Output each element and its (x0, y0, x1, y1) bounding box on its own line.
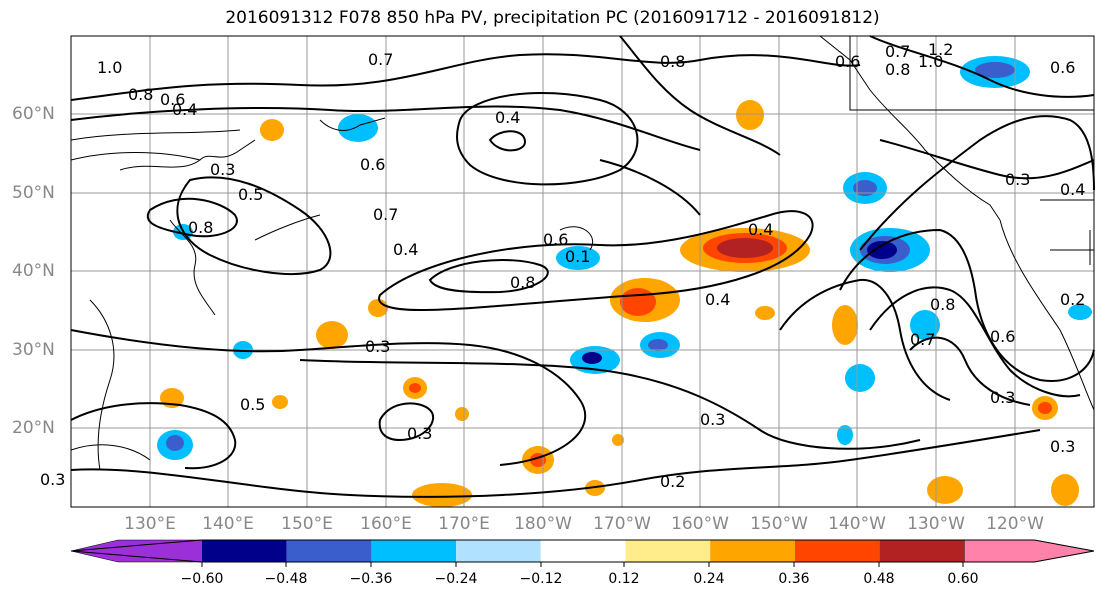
contour-label: 0.7 (373, 205, 399, 224)
contour-label: 0.2 (1060, 290, 1086, 309)
contour-label: 0.4 (705, 290, 731, 309)
pv-contours (70, 35, 1095, 498)
colorbar-segment (371, 540, 457, 562)
lon-label-130e: 130°E (124, 514, 176, 534)
contour-label: 0.7 (368, 50, 394, 69)
lon-label-180w: 180°W (514, 514, 572, 534)
contour-label: 0.4 (748, 220, 774, 239)
colorbar-tick-label: −0.60 (180, 571, 224, 587)
contour-label: 0.8 (885, 60, 911, 79)
lon-label-170w: 170°W (593, 514, 651, 534)
colorbar-segment (710, 540, 795, 562)
contour-label: 0.4 (495, 108, 521, 127)
contour-label: 0.3 (407, 424, 433, 443)
colorbar-segment (540, 540, 626, 562)
contour-label: 1.0 (97, 58, 123, 77)
contour-label: 0.3 (1005, 170, 1031, 189)
contour-label: 0.6 (835, 52, 861, 71)
lat-label-30: 30°N (12, 340, 55, 360)
map-title: 2016091312 F078 850 hPa PV, precipitatio… (225, 8, 880, 28)
contour-label: 0.6 (160, 90, 186, 109)
contour-label: 0.6 (543, 230, 569, 249)
lon-label-150e: 150°E (281, 514, 333, 534)
colorbar-segment (202, 540, 287, 562)
contour-label: 0.2 (660, 472, 686, 491)
lat-label-50: 50°N (12, 183, 55, 203)
contour-label: 0.3 (1050, 437, 1076, 456)
lat-label-20: 20°N (12, 418, 55, 438)
colorbar-segment (625, 540, 711, 562)
colorbar-tick-label: −0.24 (434, 571, 478, 587)
lat-label-40: 40°N (12, 261, 55, 281)
lat-label-60: 60°N (12, 104, 55, 124)
contour-label: 0.6 (1050, 58, 1076, 77)
contour-label: 0.4 (1060, 180, 1086, 199)
lon-label-140w: 140°W (828, 514, 886, 534)
colorbar-segment (794, 540, 880, 562)
colorbar-tick-label: 0.48 (863, 571, 895, 587)
contour-label: 0.5 (238, 185, 264, 204)
lon-label-150w: 150°W (750, 514, 808, 534)
colorbar-segment (70, 539, 204, 563)
lon-label-160e: 160°E (360, 514, 412, 534)
contour-label: 1.2 (928, 40, 954, 59)
pv-contours-thin (70, 129, 594, 461)
contour-label: 0.5 (240, 395, 266, 414)
colorbar-segment (879, 540, 965, 562)
gridlines (71, 36, 1094, 507)
lon-label-120w: 120°W (986, 514, 1044, 534)
contour-label: 0.4 (172, 100, 198, 119)
colorbar-tick-label: 0.36 (778, 571, 810, 587)
contour-label: 1.0 (918, 52, 944, 71)
contour-label: 0.1 (565, 247, 591, 266)
colorbar-tick-label: −0.48 (264, 571, 308, 587)
colorbar-tick-label: −0.36 (349, 571, 393, 587)
colorbar-segment (964, 539, 1095, 563)
colorbar-segment (286, 540, 372, 562)
contour-label: 0.3 (700, 410, 726, 429)
lon-label-170e: 170°E (438, 514, 490, 534)
colorbar-tick-label: −0.12 (519, 571, 563, 587)
lon-label-160w: 160°W (671, 514, 729, 534)
lon-label-130w: 130°W (907, 514, 965, 534)
contour-label: 0.7 (910, 330, 936, 349)
contour-label: 0.7 (885, 42, 911, 61)
contour-label: 0.6 (360, 155, 386, 174)
coastlines (89, 35, 1095, 471)
contour-label: 0.8 (660, 52, 686, 71)
contour-label: 0.3 (365, 337, 391, 356)
lon-label-140e: 140°E (202, 514, 254, 534)
colorbar-tick-label: 0.60 (947, 571, 979, 587)
contour-label: 0.8 (930, 295, 956, 314)
contour-label: 0.8 (128, 85, 154, 104)
contour-label: 0.8 (510, 273, 536, 292)
contour-label: 0.6 (990, 327, 1016, 346)
contour-label: 0.3 (210, 160, 236, 179)
colorbar-tick-label: 0.24 (693, 571, 725, 587)
colorbar-segment (456, 540, 541, 562)
contour-label: 0.3 (40, 470, 66, 489)
colorbar (70, 539, 1095, 567)
contour-label: 0.4 (393, 240, 419, 259)
contour-label: 0.3 (990, 388, 1016, 407)
colorbar-tick-label: 0.12 (608, 571, 640, 587)
contour-label: 0.8 (188, 218, 214, 237)
